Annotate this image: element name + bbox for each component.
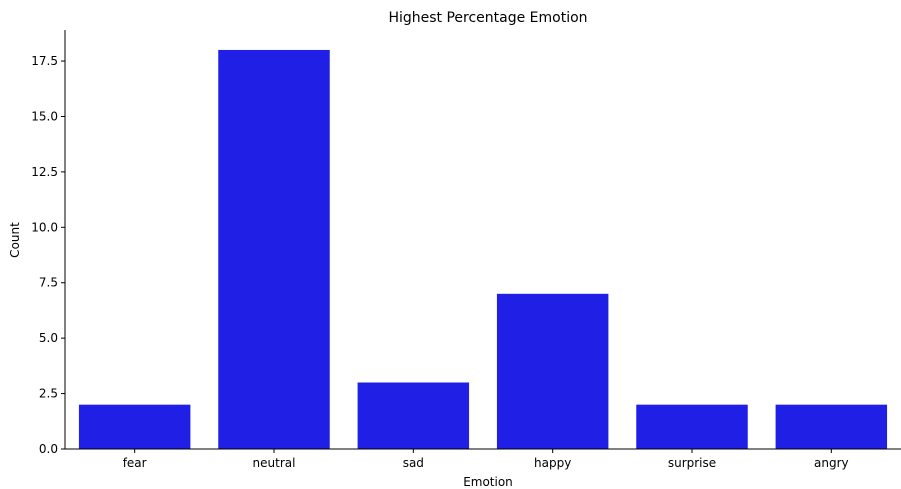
y-tick-label: 17.5 [31,54,58,68]
x-tick-label: sad [403,456,424,470]
bar-angry [775,404,888,449]
bar-surprise [636,404,748,449]
bar-sad [357,382,470,449]
bar-happy [496,293,609,449]
x-tick-label: angry [814,456,849,470]
bar-neutral [218,49,330,449]
x-tick-label: neutral [253,456,296,470]
x-tick-label: fear [123,456,147,470]
bars-group [78,49,888,449]
x-tick-label: surprise [668,456,716,470]
y-tick-label: 0.0 [39,442,58,456]
y-tick-label: 7.5 [39,276,58,290]
y-tick-label: 12.5 [31,165,58,179]
y-tick-label: 15.0 [31,109,58,123]
y-tick-label: 5.0 [39,331,58,345]
chart-title: Highest Percentage Emotion [388,10,587,26]
y-axis-ticks: 0.0 2.5 5.0 7.5 10.0 12.5 15.0 17.5 [31,54,65,456]
bar-fear [78,404,191,449]
x-axis-label: Emotion [463,475,513,489]
y-axis-label: Count [8,222,22,258]
y-tick-label: 10.0 [31,220,58,234]
x-axis-ticks: fear neutral sad happy surprise angry [123,449,849,470]
x-tick-label: happy [534,456,571,470]
y-tick-label: 2.5 [39,387,58,401]
